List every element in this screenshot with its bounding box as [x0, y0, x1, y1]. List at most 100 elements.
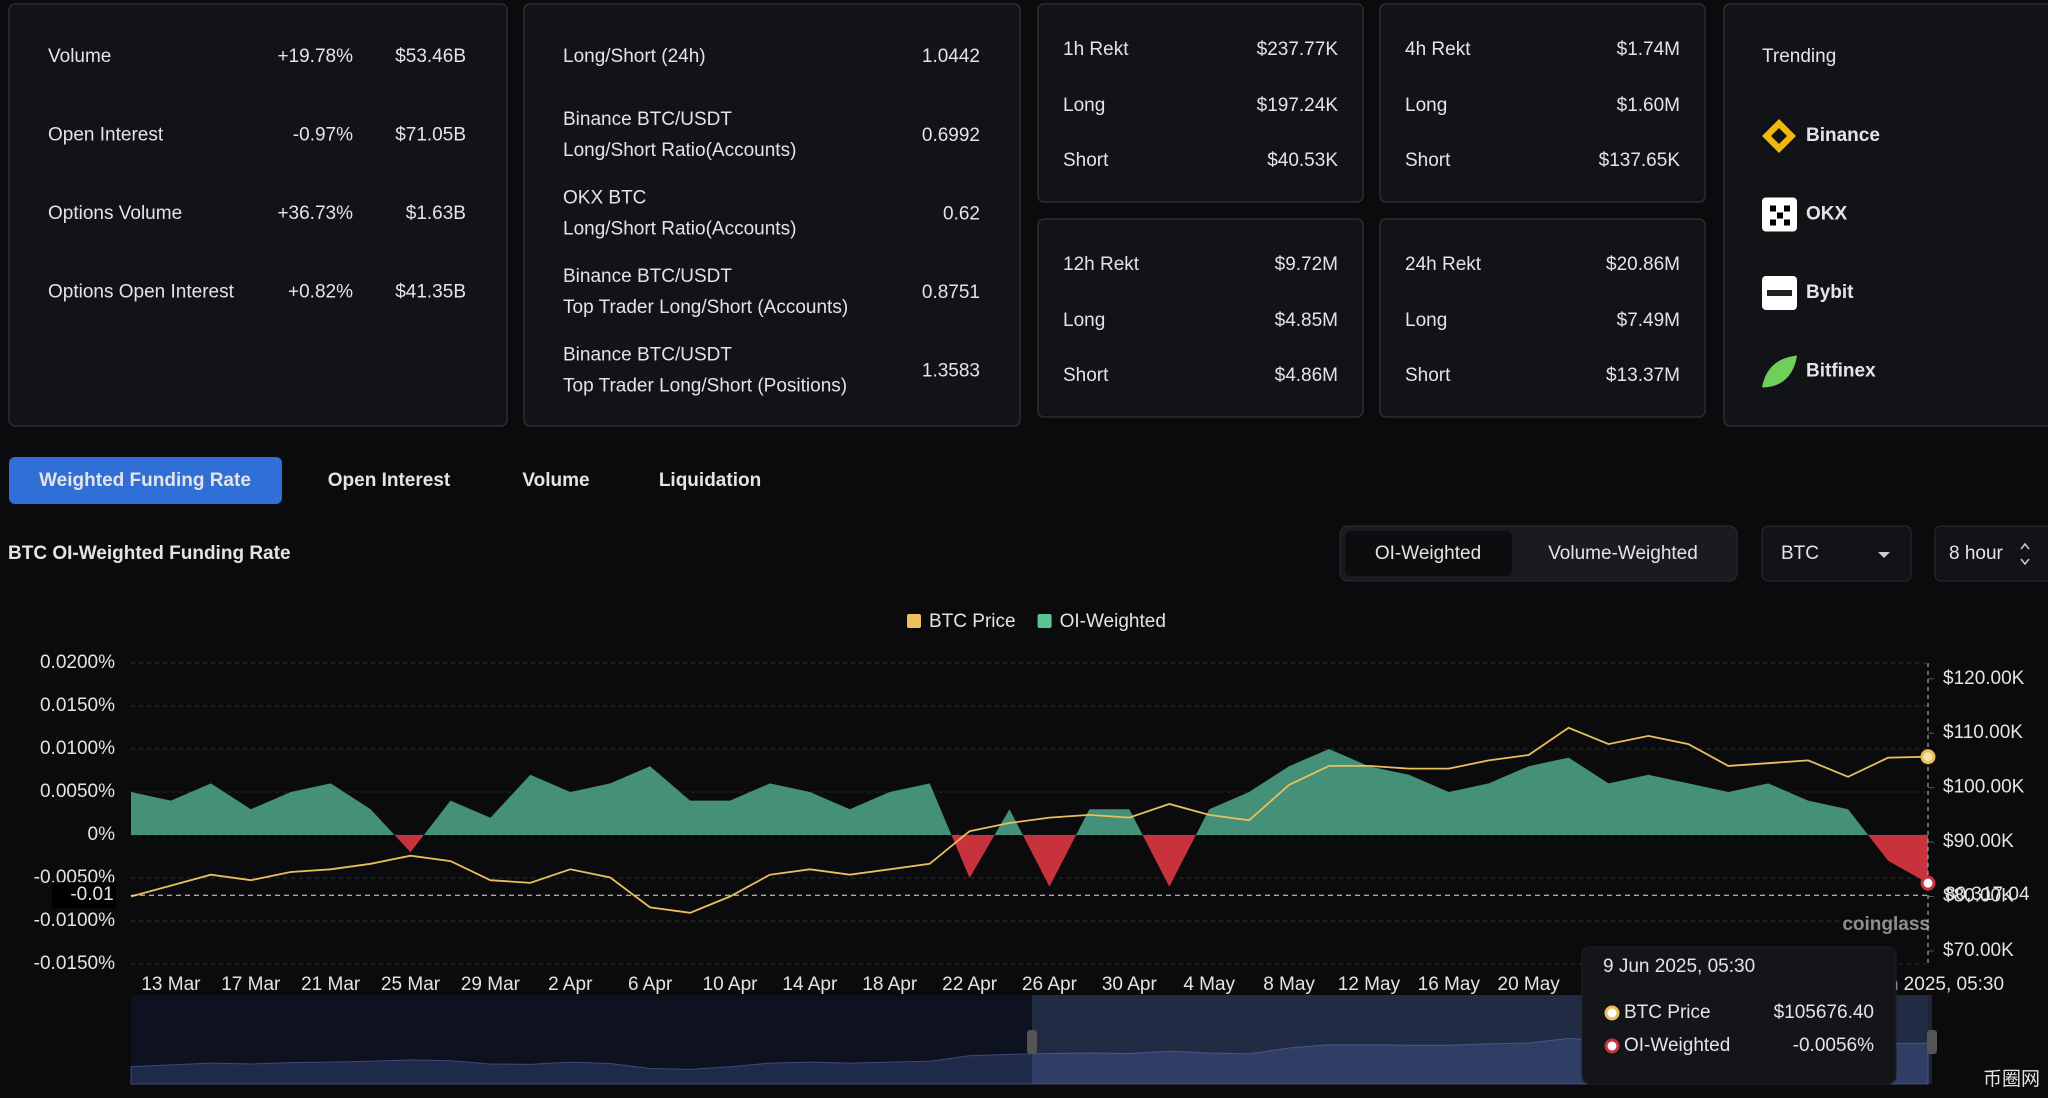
weighting-option[interactable]: Volume-Weighted — [1548, 543, 1698, 564]
y-tick-label: 0% — [88, 824, 116, 845]
tab[interactable]: Weighted Funding Rate — [39, 470, 251, 491]
legend-swatch — [907, 614, 921, 628]
rekt-title: 24h Rekt — [1405, 254, 1482, 275]
tab[interactable]: Liquidation — [659, 470, 761, 491]
rekt-title: 4h Rekt — [1405, 39, 1471, 60]
tab[interactable]: Volume — [522, 470, 589, 491]
exchange-icon-part — [1770, 206, 1776, 212]
x-tick-label: 12 May — [1338, 974, 1401, 995]
rekt-long: $7.49M — [1617, 310, 1680, 331]
ls-sublabel: Long/Short Ratio(Accounts) — [563, 219, 796, 240]
x-tick-label: 10 Apr — [703, 974, 759, 995]
rekt-short-label: Short — [1405, 150, 1451, 171]
ls-value: 1.3583 — [922, 361, 980, 382]
rekt-long-label: Long — [1405, 95, 1447, 116]
ls-sublabel: Long/Short Ratio(Accounts) — [563, 140, 796, 161]
stat-value: $1.63B — [406, 203, 466, 224]
funding-area-positive — [131, 749, 1928, 887]
corner-watermark: 币圈网 — [1983, 1068, 2040, 1090]
rekt-title: 1h Rekt — [1063, 39, 1129, 60]
stat-label: Volume — [48, 46, 111, 67]
rekt-long-label: Long — [1405, 310, 1447, 331]
x-tick-label: 22 Apr — [942, 974, 998, 995]
x-tick-label: 21 Mar — [301, 974, 361, 995]
legend-label: BTC Price — [929, 611, 1016, 632]
exchange-name: Bitfinex — [1806, 361, 1876, 382]
tooltip-name: BTC Price — [1624, 1002, 1711, 1023]
y-tick-label: 0.0100% — [40, 738, 115, 759]
ls-sublabel: Top Trader Long/Short (Accounts) — [563, 297, 848, 318]
stat-label: Options Open Interest — [48, 282, 235, 303]
stat-change: +36.73% — [277, 203, 353, 224]
y2-tick-label: $70.00K — [1943, 940, 2014, 961]
symbol[interactable]: BTC — [1781, 543, 1819, 564]
rekt-short: $4.86M — [1275, 365, 1338, 386]
stat-change: +0.82% — [288, 282, 353, 303]
watermark: coinglass — [1842, 914, 1930, 935]
tooltip-dot — [1606, 1040, 1618, 1052]
ls-label: Binance BTC/USDT — [563, 266, 732, 287]
ls-value: 0.6992 — [922, 125, 980, 146]
rekt-short: $13.37M — [1606, 365, 1680, 386]
trending-title: Trending — [1762, 46, 1836, 67]
ls-label: Binance BTC/USDT — [563, 109, 732, 130]
interval[interactable]: 8 hour — [1949, 543, 2004, 564]
stat-value: $53.46B — [395, 46, 466, 67]
stat-label: Open Interest — [48, 125, 164, 146]
rekt-total: $20.86M — [1606, 254, 1680, 275]
rekt-total: $1.74M — [1617, 39, 1680, 60]
y2-tick-label: $90.00K — [1943, 831, 2014, 852]
x-tick-label: 6 Apr — [628, 974, 673, 995]
hover-dot — [1922, 877, 1934, 889]
weighting-option[interactable]: OI-Weighted — [1375, 543, 1481, 564]
x-tick-label: 26 Apr — [1022, 974, 1078, 995]
y2-tick-label: $120.00K — [1943, 668, 2025, 689]
x-tick-label: 25 Mar — [381, 974, 441, 995]
tooltip-value: $105676.40 — [1774, 1002, 1874, 1023]
exchange-name: Bybit — [1806, 282, 1854, 303]
x-tick-label: 16 May — [1418, 974, 1481, 995]
rekt-short-label: Short — [1405, 365, 1451, 386]
rekt-long-label: Long — [1063, 310, 1105, 331]
tab[interactable]: Open Interest — [328, 470, 451, 491]
chart-title: BTC OI-Weighted Funding Rate — [8, 543, 291, 564]
legend-label: OI-Weighted — [1060, 611, 1166, 632]
hover-dot — [1922, 751, 1934, 763]
rekt-title: 12h Rekt — [1063, 254, 1140, 275]
navigator-handle[interactable] — [1027, 1030, 1037, 1054]
ls-label: Long/Short (24h) — [563, 46, 706, 67]
rekt-total: $237.77K — [1257, 39, 1339, 60]
x-tick-label: 20 May — [1498, 974, 1561, 995]
rekt-long: $1.60M — [1617, 95, 1680, 116]
rekt-short-label: Short — [1063, 365, 1109, 386]
tooltip-value: -0.0056% — [1793, 1035, 1874, 1056]
rekt-short: $40.53K — [1267, 150, 1338, 171]
rekt-long: $4.85M — [1275, 310, 1338, 331]
stat-label: Options Volume — [48, 203, 182, 224]
ls-value: 1.0442 — [922, 46, 980, 67]
crosshair-y-label: -0.01 — [70, 884, 113, 905]
navigator-handle[interactable] — [1927, 1030, 1937, 1054]
x-tick-label: 29 Mar — [461, 974, 521, 995]
exchange-icon-part — [1767, 290, 1792, 296]
rekt-long-label: Long — [1063, 95, 1105, 116]
rekt-short: $137.65K — [1599, 150, 1681, 171]
stat-change: -0.97% — [293, 125, 353, 146]
rekt-short-label: Short — [1063, 150, 1109, 171]
stat-change: +19.78% — [277, 46, 353, 67]
y-tick-label: 0.0200% — [40, 652, 115, 673]
x-tick-label: 8 May — [1263, 974, 1315, 995]
ls-value: 0.8751 — [922, 282, 980, 303]
y-tick-label: 0.0050% — [40, 781, 115, 802]
legend-swatch — [1038, 614, 1052, 628]
x-tick-label: 4 May — [1183, 974, 1235, 995]
y-tick-label: -0.0100% — [34, 910, 115, 931]
x-tick-label: 30 Apr — [1102, 974, 1158, 995]
y2-tick-label: $110.00K — [1943, 722, 2023, 743]
x-tick-label: 14 Apr — [782, 974, 838, 995]
crosshair-y2-label: 80,317.04 — [1945, 884, 2030, 905]
exchange-name: Binance — [1806, 125, 1880, 146]
rekt-total: $9.72M — [1275, 254, 1338, 275]
